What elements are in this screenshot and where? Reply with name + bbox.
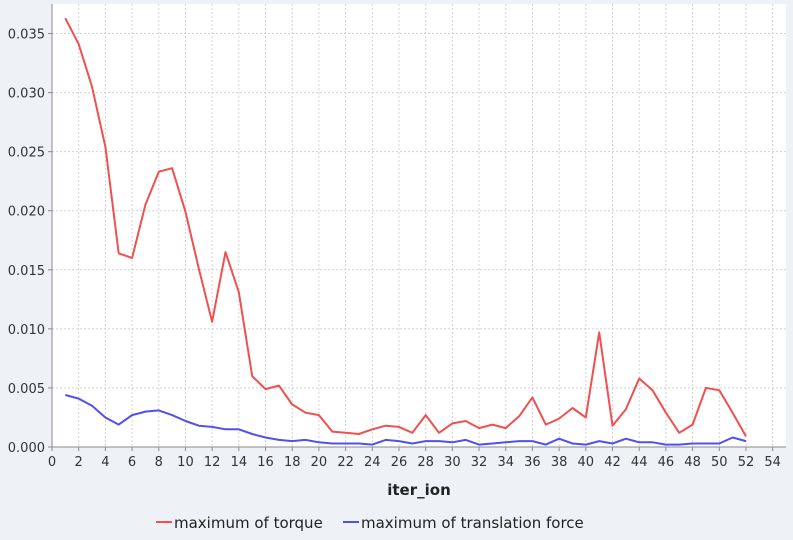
y-tick-label: 0.020 <box>8 205 45 220</box>
x-tick-label: 52 <box>738 455 755 470</box>
y-tick-label: 0.035 <box>8 28 45 43</box>
y-tick-label: 0.000 <box>8 441 45 456</box>
y-tick-label: 0.010 <box>8 323 45 338</box>
y-tick-label: 0.005 <box>8 382 45 397</box>
x-tick-label: 36 <box>524 455 541 470</box>
x-tick-label: 40 <box>578 455 595 470</box>
x-tick-label: 50 <box>711 455 728 470</box>
y-tick-label: 0.030 <box>8 87 45 102</box>
x-tick-label: 42 <box>604 455 621 470</box>
x-tick-label: 38 <box>551 455 568 470</box>
x-tick-label: 18 <box>284 455 301 470</box>
x-tick-label: 46 <box>658 455 675 470</box>
y-tick-label: 0.025 <box>8 146 45 161</box>
x-tick-label: 54 <box>764 455 781 470</box>
x-tick-label: 20 <box>311 455 328 470</box>
y-tick-label: 0.015 <box>8 264 45 279</box>
x-tick-label: 26 <box>391 455 408 470</box>
x-tick-label: 34 <box>497 455 514 470</box>
x-tick-label: 12 <box>204 455 221 470</box>
series-line-torque <box>64 17 747 437</box>
x-tick-label: 32 <box>471 455 488 470</box>
series-lines <box>64 17 747 446</box>
x-tick-label: 24 <box>364 455 381 470</box>
legend: maximum of torque maximum of translation … <box>156 514 584 532</box>
x-tick-label: 44 <box>631 455 648 470</box>
x-tick-label: 6 <box>128 455 136 470</box>
legend-label: maximum of translation force <box>361 514 584 532</box>
series-line-translation-force <box>65 394 747 446</box>
x-tick-label: 10 <box>177 455 194 470</box>
x-tick-label: 16 <box>257 455 274 470</box>
x-tick-label: 14 <box>231 455 248 470</box>
x-tick-label: 48 <box>684 455 701 470</box>
x-tick-label: 28 <box>417 455 434 470</box>
x-tick-label: 2 <box>75 455 83 470</box>
x-tick-label: 8 <box>155 455 163 470</box>
x-tick-label: 22 <box>337 455 354 470</box>
axes: 0 2 4 6 8 10 12 14 16 18 20 22 24 26 28 30 32 34 36 38 40 42 4… <box>8 4 786 470</box>
grid <box>52 4 786 447</box>
x-tick-label: 0 <box>48 455 56 470</box>
legend-label: maximum of torque <box>174 514 323 532</box>
plot-background <box>52 4 786 447</box>
x-tick-label: 30 <box>444 455 461 470</box>
x-axis-title: iter_ion <box>387 481 451 499</box>
x-tick-label: 4 <box>101 455 109 470</box>
